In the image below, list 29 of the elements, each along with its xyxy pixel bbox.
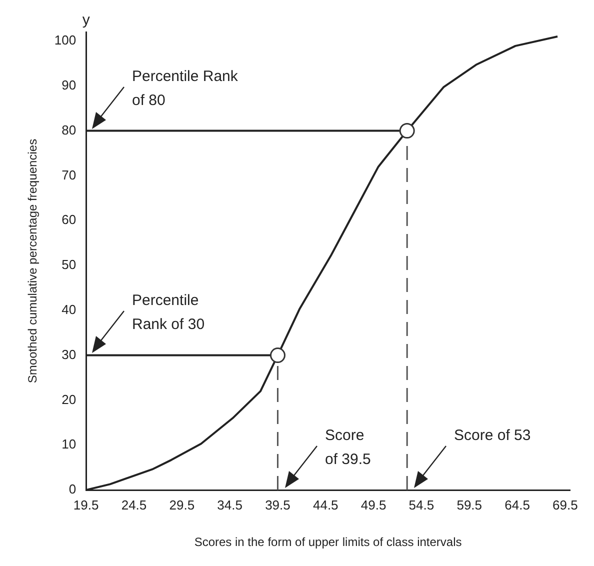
x-tick-label: 29.5 — [169, 497, 195, 512]
annotation: Percentile Rank of 30 — [132, 291, 205, 335]
text: y — [82, 12, 90, 29]
y-tick-label: 60 — [62, 212, 76, 228]
y-tick-label: 90 — [62, 77, 76, 92]
y-tick-label: 10 — [62, 436, 76, 452]
y-tick-label: 30 — [62, 346, 76, 362]
x-tick-label: 54.5 — [408, 497, 434, 512]
y-tick-label: 80 — [62, 122, 76, 138]
x-tick-label: 39.5 — [265, 497, 290, 512]
x-tick-label: 19.5 — [73, 497, 99, 512]
x-axis-title: Scores in the form of upper limits of class intervals — [194, 535, 462, 550]
annotation: Score of 53 — [454, 426, 531, 446]
y-tick-label: 20 — [62, 392, 76, 407]
x-tick-label: 49.5 — [360, 497, 386, 512]
y-tick-label: 70 — [62, 167, 76, 182]
x-tick-label: 24.5 — [121, 497, 147, 512]
x-tick-label: 64.5 — [504, 497, 530, 512]
x-tick-label: 44.5 — [312, 497, 338, 512]
y-tick-label: 100 — [54, 32, 76, 48]
y-tick-label: 40 — [62, 302, 76, 317]
annotation: Percentile Rank of 80 — [132, 67, 238, 111]
y-tick-label: 0 — [68, 482, 76, 497]
y-axis-title: Smoothed cumulative percentage frequencies — [26, 138, 40, 384]
x-tick-label: 34.5 — [217, 497, 242, 512]
y-tick-label: 50 — [62, 257, 76, 272]
x-tick-label: 69.5 — [552, 497, 578, 512]
x-tick-label: 59.5 — [456, 497, 482, 512]
annotation: Score of 39.5 — [325, 426, 371, 470]
